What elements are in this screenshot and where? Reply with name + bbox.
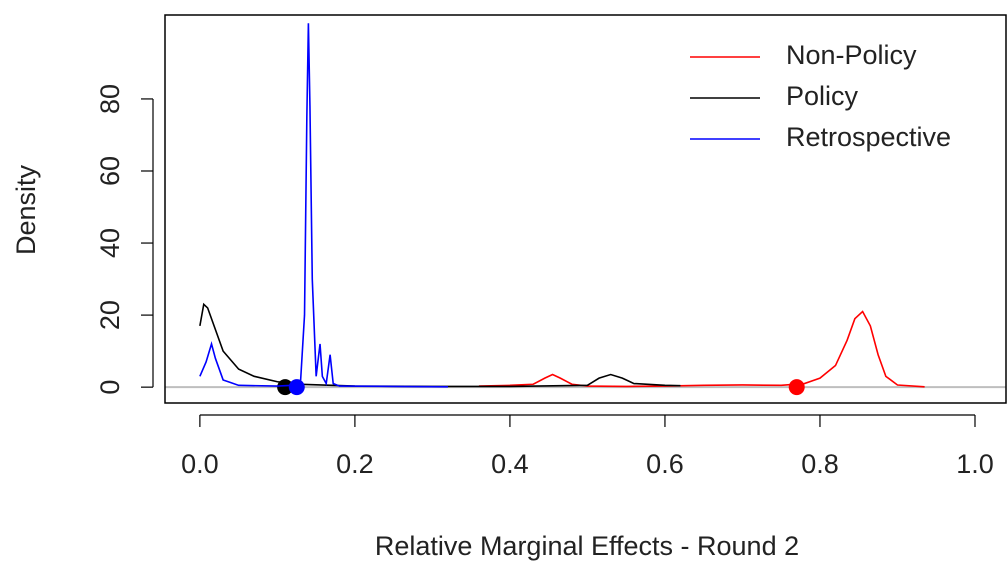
mean-marker: [277, 379, 294, 396]
x-tick-label: 0.4: [491, 449, 529, 479]
y-axis-title: Density: [11, 164, 41, 255]
x-tick-label: 0.6: [646, 449, 684, 479]
x-tick-label: 1.0: [956, 449, 994, 479]
y-tick-label: 80: [95, 84, 125, 114]
plot-frame: [164, 14, 1007, 404]
y-tick-label: 20: [95, 300, 125, 330]
legend-label: Retrospective: [786, 122, 951, 152]
x-tick-label: 0.8: [801, 449, 839, 479]
x-tick-label: 0.2: [336, 449, 374, 479]
x-tick-label: 0.0: [181, 449, 219, 479]
y-tick-label: 40: [95, 228, 125, 258]
x-axis-title: Relative Marginal Effects - Round 2: [375, 531, 799, 561]
mean-marker: [788, 379, 805, 396]
legend-label: Policy: [786, 81, 859, 111]
y-tick-label: 60: [95, 156, 125, 186]
density-line: [478, 310, 925, 388]
density-line: [199, 23, 448, 388]
density-line: [199, 302, 681, 388]
mean-marker: [288, 379, 305, 396]
y-tick-label: 0: [95, 380, 125, 395]
legend-label: Non-Policy: [786, 40, 917, 70]
